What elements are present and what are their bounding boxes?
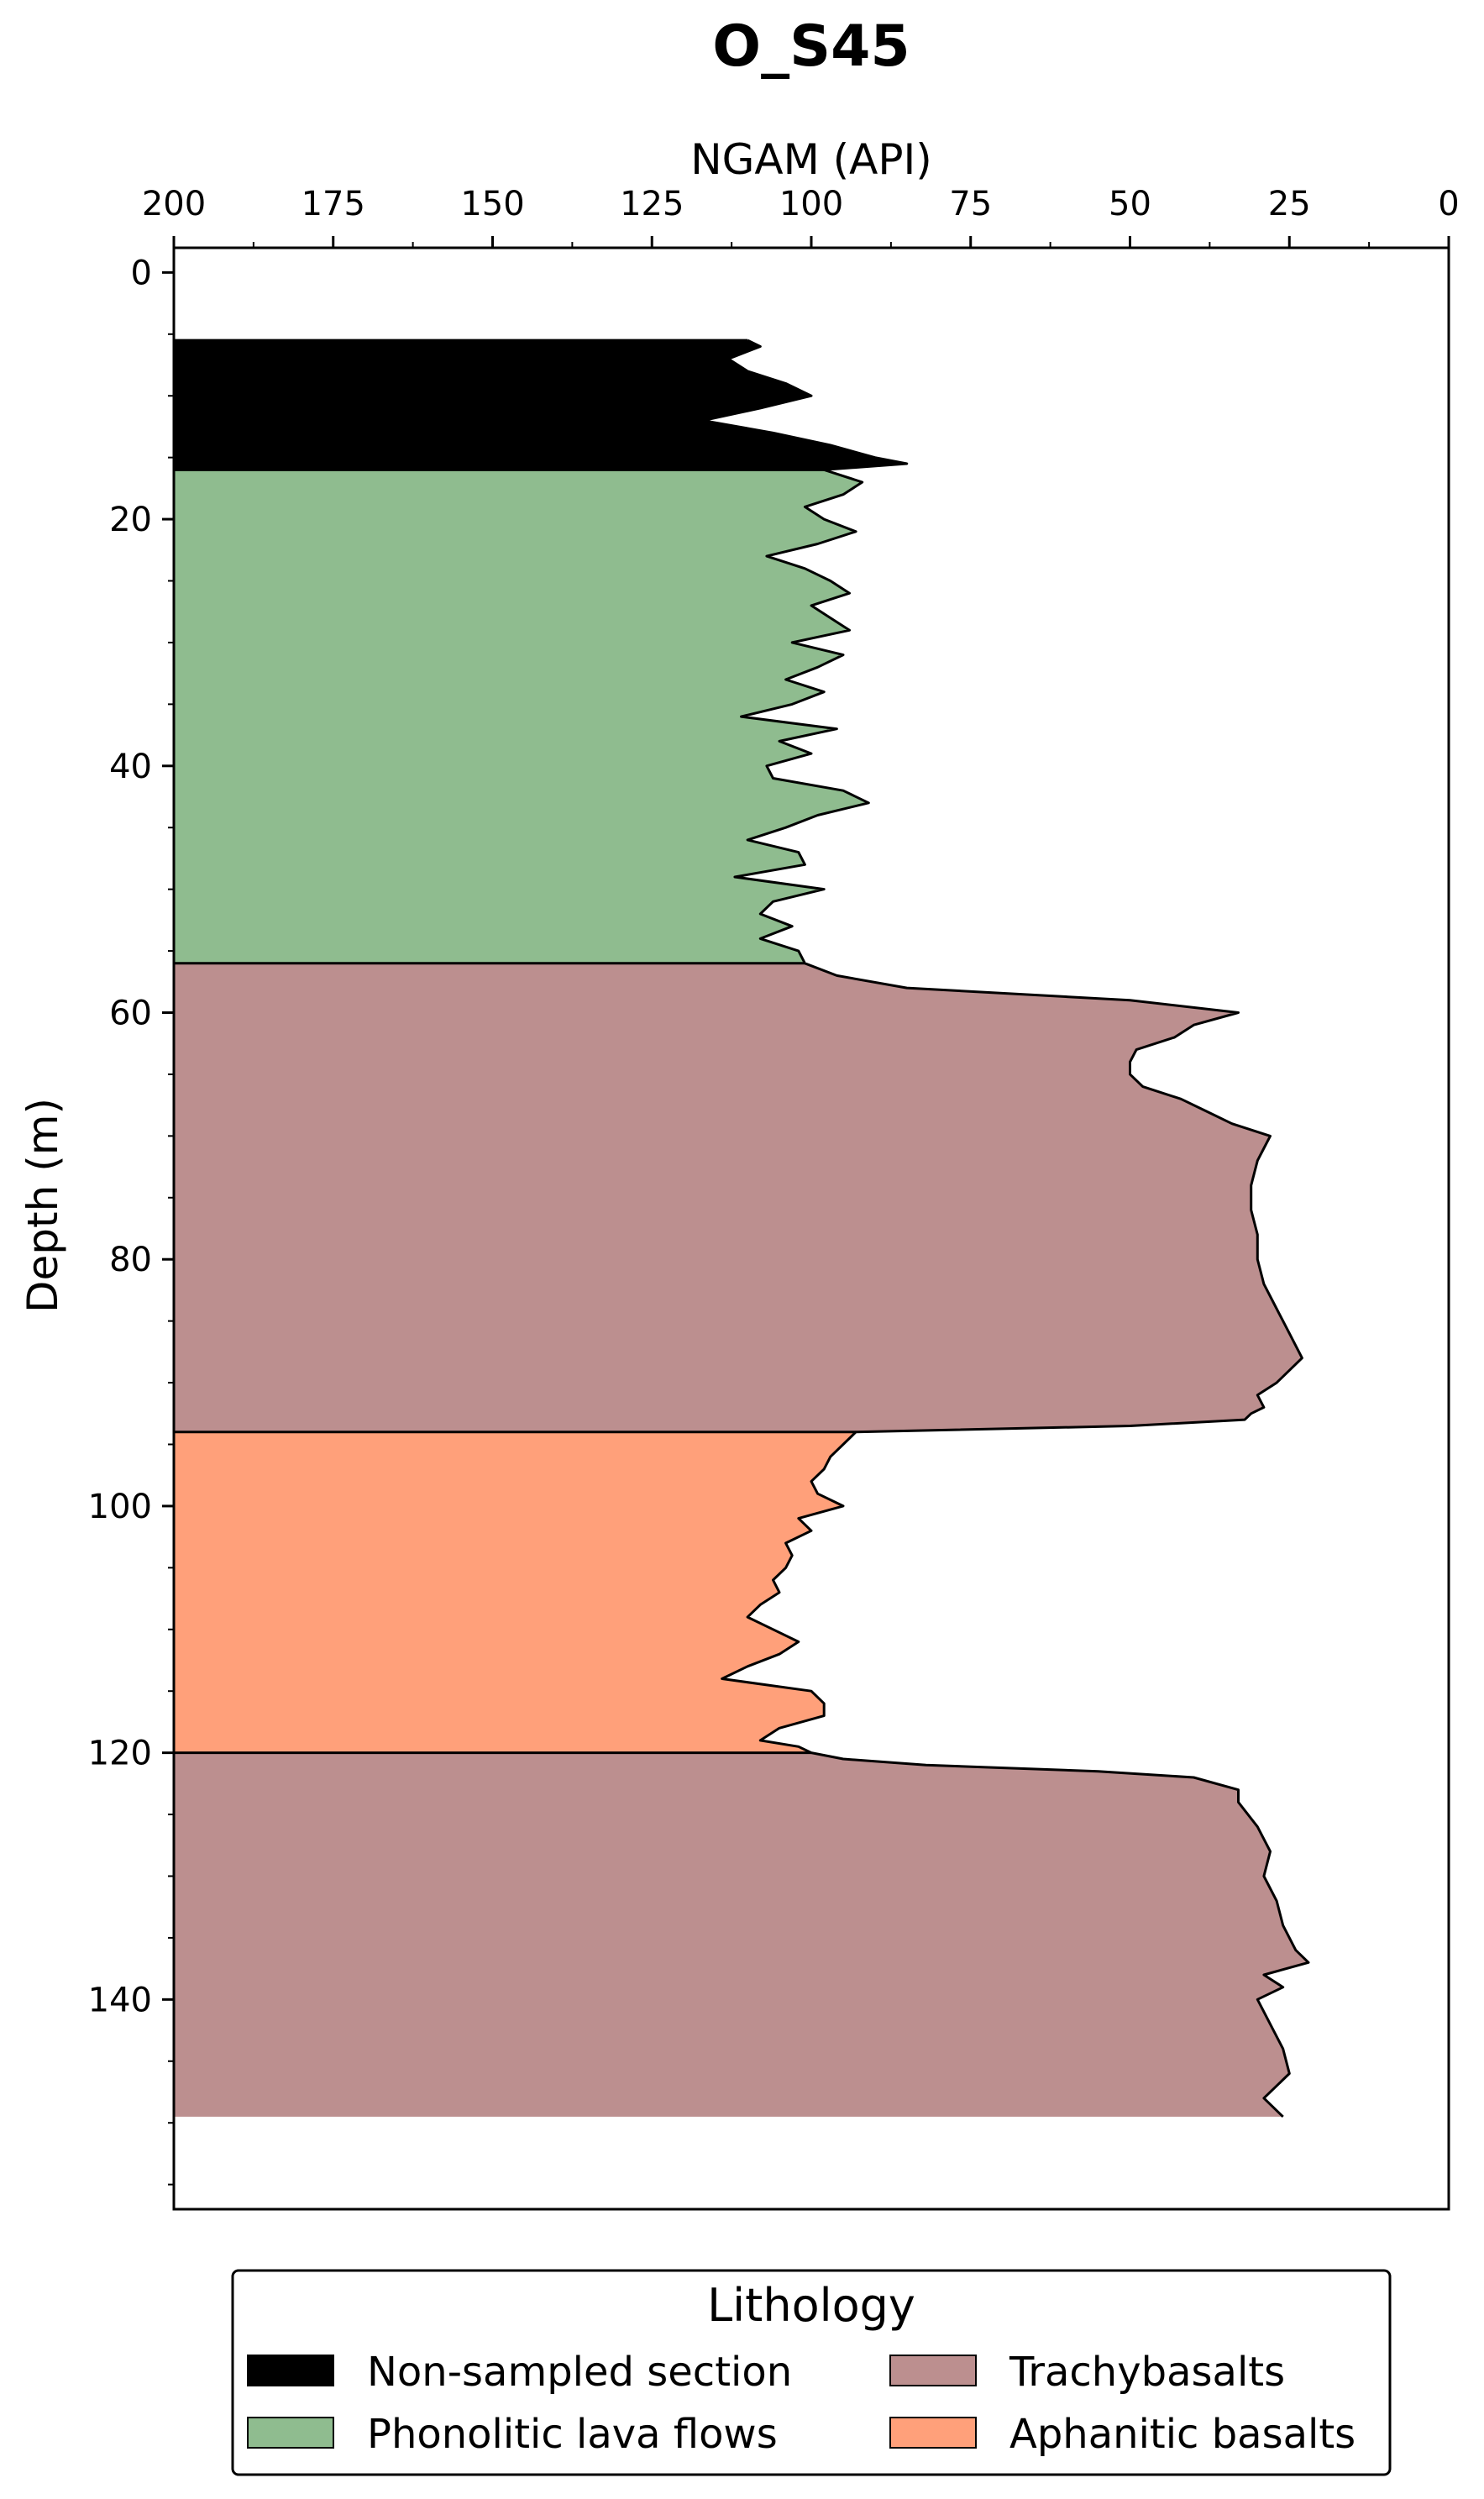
y-tick-label: 40 [109,748,152,786]
legend-label: Aphanitic basalts [1009,2411,1356,2458]
legend-swatch [889,2355,977,2386]
y-axis-label: Depth (m) [18,1098,67,1313]
chart-title: O_S45 [712,13,910,80]
y-tick-label: 0 [131,254,152,292]
lithology-fill-4 [174,1431,857,1753]
axes: 200 175 150 125 100 75 50 25 0 0 20 40 60 80 100 120 140 [88,185,1460,2211]
legend: Lithology Non-sampled section Phonolitic … [231,2269,1392,2476]
lithology-fill-1 [174,340,907,470]
y-tick-label: 80 [109,1241,152,1279]
legend-label: Phonolitic lava flows [367,2411,778,2458]
x-tick-label: 0 [1438,185,1459,223]
y-tick-label: 120 [88,1735,152,1773]
lithology-fill-2 [174,470,869,963]
x-tick-label: 50 [1109,185,1151,223]
x-tick-label: 75 [949,185,992,223]
lithology-fill-5 [174,1752,1308,2117]
plot-area [174,339,1310,2118]
legend-swatch [889,2417,977,2449]
legend-frame [231,2269,1392,2476]
legend-swatch [247,2417,334,2449]
x-tick-label: 100 [779,185,843,223]
y-tick-label: 100 [88,1488,152,1526]
x-tick-label: 25 [1268,185,1311,223]
x-tick-label: 175 [302,185,365,223]
y-tick-label: 20 [109,501,152,539]
ngam-log-line [701,339,1310,2118]
x-tick-label: 125 [620,185,684,223]
legend-title: Lithology [707,2279,915,2332]
lithology-fill-3 [174,963,1303,1432]
legend-label: Trachybasalts [1009,2349,1285,2396]
x-tick-label: 150 [460,185,524,223]
legend-label: Non-sampled section [367,2349,792,2396]
y-tick-label: 140 [88,1981,152,2019]
y-tick-label: 60 [109,995,152,1033]
x-axis-label: NGAM (API) [690,135,932,184]
legend-swatch [247,2355,334,2386]
x-tick-label: 200 [142,185,206,223]
